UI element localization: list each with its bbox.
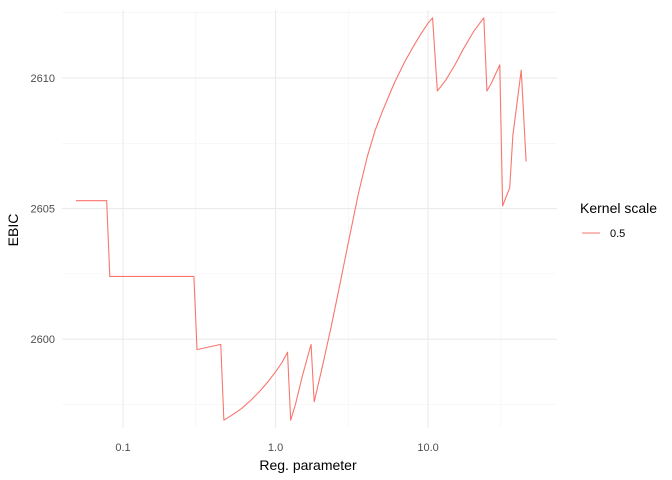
- y-axis-title: EBIC: [5, 214, 21, 247]
- y-axis-ticks: 2600 2605 2610: [31, 73, 55, 346]
- y-tick-label-0: 2600: [31, 334, 55, 346]
- x-tick-label-0: 0.1: [115, 442, 130, 454]
- series-line-0: [76, 17, 527, 421]
- legend-label-0-5: 0.5: [610, 228, 625, 240]
- legend-title: Kernel scale: [580, 200, 657, 216]
- legend: Kernel scale 0.5: [580, 200, 657, 240]
- x-tick-label-1: 1.0: [268, 442, 283, 454]
- x-axis-title: Reg. parameter: [259, 457, 357, 473]
- series-layer: [76, 17, 527, 421]
- minor-gridlines: [62, 10, 557, 428]
- x-axis-ticks: 0.1 1.0 10.0: [115, 442, 438, 454]
- y-tick-label-2: 2610: [31, 73, 55, 85]
- x-tick-label-2: 10.0: [417, 442, 438, 454]
- y-tick-label-1: 2605: [31, 204, 55, 216]
- major-gridlines: [62, 10, 557, 428]
